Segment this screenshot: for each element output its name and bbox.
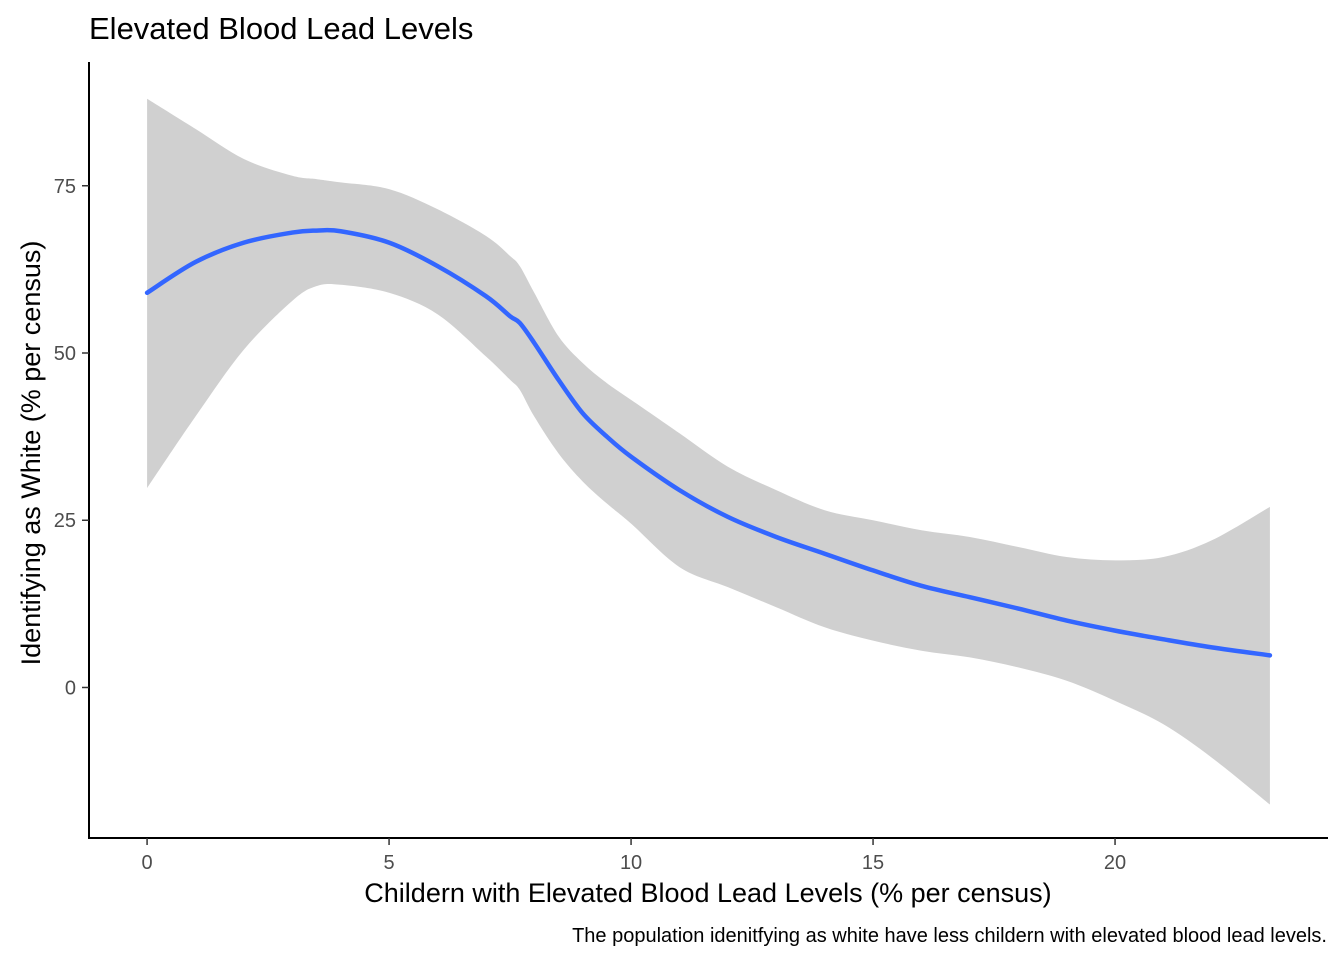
- x-tick-label: 0: [142, 852, 153, 874]
- x-tick-label: 10: [620, 852, 642, 874]
- y-axis-title: Identifying as White (% per census): [16, 241, 46, 666]
- y-tick-label: 50: [54, 343, 76, 365]
- plot-area: [144, 98, 1273, 805]
- x-tick-label: 5: [384, 852, 395, 874]
- chart-caption: The population idenitfying as white have…: [572, 925, 1327, 947]
- confidence-ribbon: [147, 98, 1270, 805]
- chart-title: Elevated Blood Lead Levels: [89, 11, 473, 46]
- x-tick-label: 15: [862, 852, 884, 874]
- x-axis-ticks: 0 5 10 15 20: [142, 838, 1126, 874]
- smooth-fit-line: [144, 227, 1273, 658]
- y-tick-label: 75: [54, 176, 76, 198]
- y-axis-ticks: 0 25 50 75: [54, 176, 89, 699]
- x-tick-label: 20: [1104, 852, 1126, 874]
- y-tick-label: 25: [54, 510, 76, 532]
- x-axis-title: Childern with Elevated Blood Lead Levels…: [364, 878, 1051, 908]
- y-tick-label: 0: [65, 677, 76, 699]
